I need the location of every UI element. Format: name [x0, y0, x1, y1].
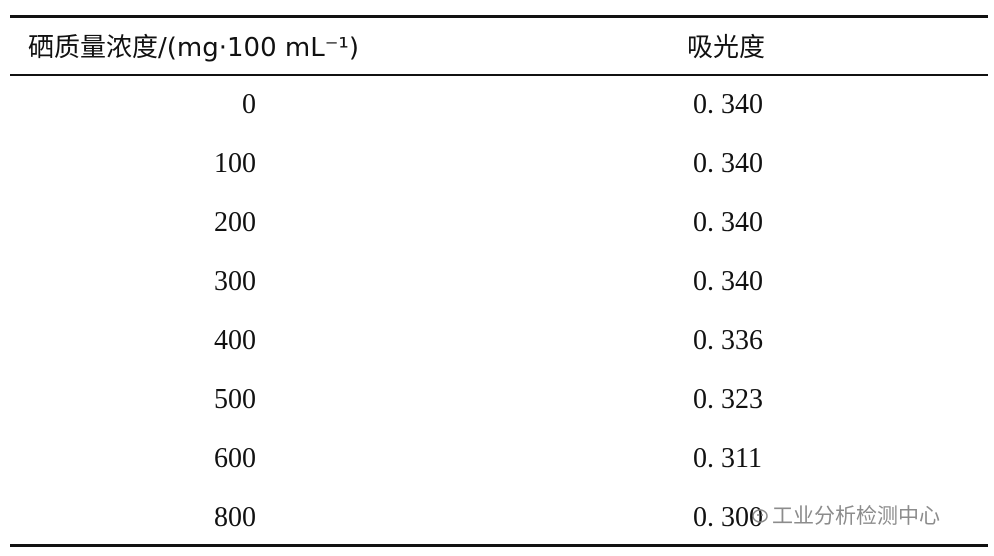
top-rule	[10, 15, 988, 18]
table-cell: 0. 340	[693, 266, 763, 297]
table-cell: 600	[214, 443, 256, 474]
table-cell: 0	[242, 89, 256, 120]
header-cell: 硒质量浓度/(mg·100 mL⁻¹)	[28, 33, 359, 63]
table-cell: 300	[214, 266, 256, 297]
table-cell: 500	[214, 384, 256, 415]
table-cell: 0. 323	[693, 384, 763, 415]
watermark-text: 工业分析检测中心	[772, 504, 940, 528]
table-cell: 0. 340	[693, 89, 763, 120]
watermark: 工业分析检测中心	[752, 500, 940, 530]
table-cell: 200	[214, 207, 256, 238]
watermark-icon	[752, 509, 768, 523]
table-cell: 0. 336	[693, 325, 763, 356]
header-rule	[10, 74, 988, 76]
table-cell: 800	[214, 502, 256, 533]
bottom-rule	[10, 544, 988, 547]
table-cell: 0. 340	[693, 207, 763, 238]
table-cell: 100	[214, 148, 256, 179]
table-cell: 400	[214, 325, 256, 356]
table-cell: 0. 300	[693, 502, 763, 533]
header-cell: 吸光度	[687, 33, 766, 63]
table-cell: 0. 311	[693, 443, 762, 474]
table-cell: 0. 340	[693, 148, 763, 179]
